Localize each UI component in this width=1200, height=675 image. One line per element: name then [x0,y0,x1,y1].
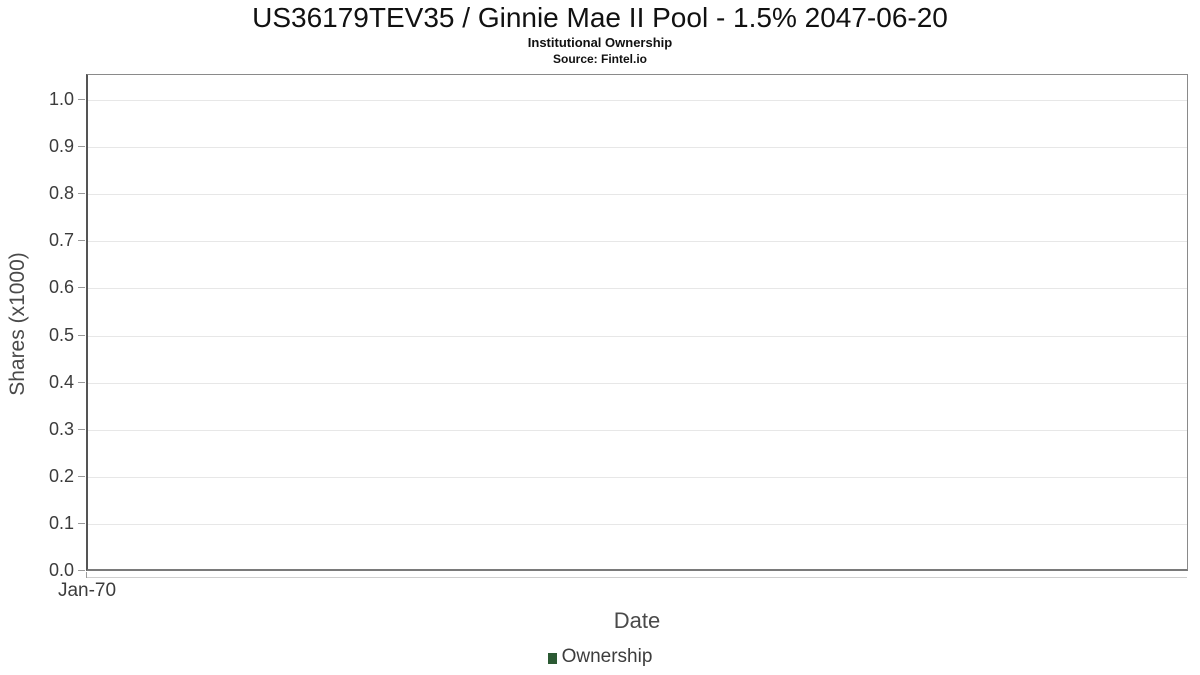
y-tick-label: 0.5 [48,324,74,345]
gridline [88,335,1187,337]
y-tick-mark [78,381,85,383]
chart-source: Source: Fintel.io [552,52,647,66]
x-axis-title: Date [613,608,661,633]
y-tick-mark [78,240,85,242]
y-tick-label: 1.0 [48,89,74,109]
y-axis-title: Shares (x1000) [6,252,29,396]
gridline [88,241,1187,243]
y-tick-label: 0.2 [48,465,74,486]
x-tick-mark [86,572,87,578]
gridline [88,100,1187,101]
y-tick-mark [78,146,85,148]
gridline [88,288,1187,290]
y-tick-label: 0.0 [48,560,74,580]
y-tick-mark [78,99,85,100]
legend-marker-icon [547,652,557,664]
y-tick-mark [78,334,85,336]
y-tick-mark [78,287,85,289]
chart-title: US36179TEV35 / Ginnie Mae II Pool - 1.5%… [252,2,948,33]
plot-area [86,74,1188,571]
gridline [88,382,1187,384]
gridline [88,523,1187,525]
y-tick-label: 0.7 [48,230,74,251]
y-tick-label: 0.9 [48,136,74,157]
y-tick-mark [78,428,85,430]
y-tick-label: 0.6 [48,277,74,298]
gridline [88,429,1187,431]
y-tick-label: 0.8 [48,183,74,204]
legend-item-ownership[interactable]: Ownership [0,646,1200,668]
chart-subtitle: Institutional Ownership [527,35,673,50]
gridline [88,194,1187,196]
x-tick-label: Jan-70 [57,580,117,601]
y-tick-mark [78,193,85,195]
x-axis-line [87,577,1187,578]
y-tick-mark [78,475,85,477]
y-tick-label: 0.4 [48,371,74,392]
legend-label: Ownership [561,646,653,667]
gridline [88,147,1187,149]
y-tick-label: 0.1 [48,512,74,533]
gridline [88,476,1187,478]
y-tick-mark [78,522,85,524]
y-tick-mark [78,570,85,571]
y-tick-label: 0.3 [48,418,74,439]
